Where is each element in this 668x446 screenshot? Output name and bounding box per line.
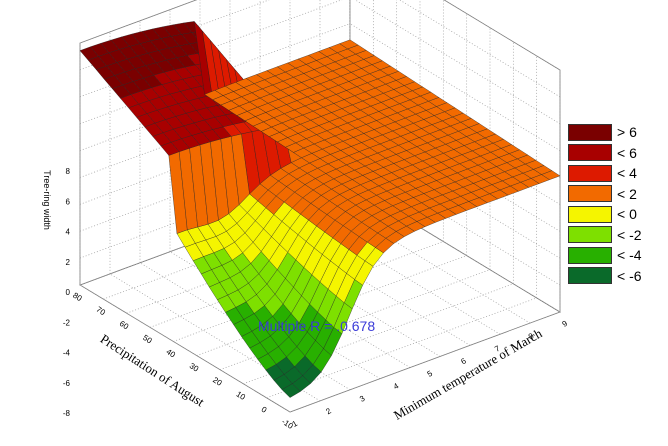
legend-item: < 2 [568,184,642,205]
y-tick-label: 3 [358,394,367,404]
legend-swatch [568,164,612,182]
z-axis-label: Tree-ring width [42,170,52,230]
legend-label: < 2 [617,185,637,202]
x-tick-label: 80 [71,291,84,304]
legend-label: > 6 [617,124,637,141]
legend-label: < 4 [617,165,637,182]
y-tick-label: 6 [459,356,468,366]
y-tick-label: 1 [291,419,300,429]
x-tick-label: 10 [235,389,248,402]
z-tick-label: -4 [63,349,71,358]
y-tick-label: 2 [324,406,333,416]
x-tick-label: 70 [95,305,108,318]
legend-swatch [568,123,612,141]
gridline [79,284,291,413]
z-tick-label: 6 [66,197,71,206]
axis-ticks: -8-6-4-202468-10010203040506070801234567… [63,167,570,431]
legend-item: < 0 [568,204,642,225]
legend-item: < -4 [568,245,642,266]
gridline [139,262,351,391]
y-tick-label: 7 [493,344,502,354]
legend-item: < -2 [568,225,642,246]
y-tick-label: 9 [561,319,570,329]
x-tick-label: 40 [165,347,178,360]
gridline [349,23,561,151]
z-tick-label: -6 [63,379,71,388]
multiple-r-annotation: Multiple R = .0.678 [258,318,376,334]
legend: > 6 < 6 < 4 < 2 < 0 < -2 < -4 < -6 [568,122,642,286]
legend-item: > 6 [568,122,642,143]
legend-swatch [568,205,612,223]
y-tick-label: 4 [392,381,401,391]
z-tick-label: -2 [63,318,71,327]
gridline [109,273,321,402]
legend-label: < -4 [617,247,642,264]
x-tick-label: 30 [188,361,201,374]
surface-cell [339,39,359,50]
z-tick-label: 0 [66,288,71,297]
x-tick-label: 60 [118,319,131,332]
legend-swatch [568,144,612,162]
legend-swatch [568,246,612,264]
legend-item: < 6 [568,143,642,164]
y-tick-label: 5 [426,369,435,379]
legend-label: < -2 [617,226,642,243]
legend-label: < 6 [617,144,637,161]
legend-swatch [568,267,612,285]
x-tick-label: 50 [141,333,154,346]
gridline [354,0,561,125]
x-tick-label: 20 [211,375,224,388]
legend-label: < 0 [617,206,637,223]
legend-label: < -6 [617,267,642,284]
z-tick-label: 4 [66,228,71,237]
legend-item: < -6 [568,266,642,287]
x-tick-label: 0 [260,405,269,415]
legend-swatch [568,185,612,203]
z-tick-label: -8 [63,409,71,418]
legend-swatch [568,226,612,244]
y-tick-label: 8 [527,331,536,341]
surface-mesh [79,20,561,398]
z-tick-label: 2 [66,258,71,267]
legend-item: < 4 [568,163,642,184]
z-tick-label: 8 [66,167,71,176]
